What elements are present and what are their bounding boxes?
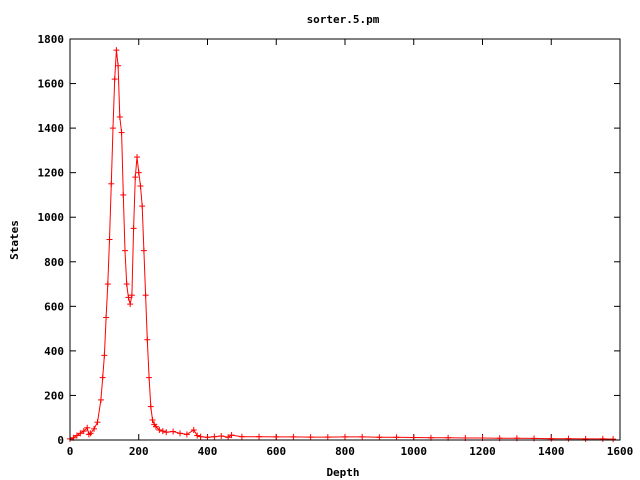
y-tick-label: 400 xyxy=(44,345,64,358)
plot-frame xyxy=(69,38,621,441)
data-point xyxy=(73,432,80,439)
data-point xyxy=(109,125,116,132)
data-point xyxy=(190,426,197,433)
data-point xyxy=(531,435,538,442)
x-tick-label: 1400 xyxy=(538,445,565,458)
data-point xyxy=(132,174,139,181)
data-point xyxy=(120,191,127,198)
data-point xyxy=(149,416,156,423)
data-point xyxy=(147,403,154,410)
data-point xyxy=(144,336,151,343)
data-point xyxy=(84,424,91,431)
data-point xyxy=(393,434,400,441)
data-point xyxy=(146,374,153,381)
data-point xyxy=(130,225,137,232)
y-tick-label: 0 xyxy=(57,434,64,447)
data-point xyxy=(548,435,555,442)
x-tick-label: 1000 xyxy=(401,445,428,458)
data-point xyxy=(101,352,108,359)
data-point xyxy=(91,425,98,432)
x-tick-label: 0 xyxy=(67,445,74,458)
x-tick-label: 200 xyxy=(129,445,149,458)
data-point xyxy=(156,426,163,433)
data-point xyxy=(228,432,235,439)
data-point xyxy=(159,428,166,435)
data-point xyxy=(342,433,348,440)
data-point xyxy=(97,396,104,403)
x-tick-label: 400 xyxy=(198,445,218,458)
data-point xyxy=(197,433,204,440)
x-axis-label: Depth xyxy=(326,466,359,479)
data-point xyxy=(123,281,130,288)
data-point xyxy=(290,433,297,440)
x-tick-label: 800 xyxy=(335,445,355,458)
x-tick-label: 1200 xyxy=(469,445,496,458)
data-point xyxy=(183,431,190,438)
data-point xyxy=(77,430,84,437)
chart-title: sorter.5.pm xyxy=(307,13,380,26)
data-point xyxy=(80,428,87,435)
data-point xyxy=(108,180,115,187)
data-point xyxy=(128,292,135,299)
data-point xyxy=(238,433,245,440)
data-point xyxy=(170,428,177,435)
data-point xyxy=(122,247,128,254)
y-axis-label: States xyxy=(8,220,21,260)
data-point xyxy=(104,281,111,288)
data-point xyxy=(376,434,383,441)
data-point xyxy=(139,203,146,210)
data-point xyxy=(194,432,201,439)
data-point xyxy=(177,430,183,437)
y-tick-label: 800 xyxy=(44,256,64,269)
data-point xyxy=(324,434,331,441)
data-point xyxy=(134,154,141,161)
data-point xyxy=(152,423,159,430)
y-tick-label: 200 xyxy=(44,389,64,402)
data-point xyxy=(113,47,120,54)
data-point xyxy=(111,76,118,83)
data-point xyxy=(135,169,142,176)
data-point xyxy=(118,129,125,136)
axis-ticks: 0 200 400 600 800 1000 1200 1400 1600 0 200 400 600 8… xyxy=(38,33,634,458)
data-point xyxy=(225,434,232,441)
data-point xyxy=(599,435,606,442)
data-point xyxy=(94,419,101,426)
data-point xyxy=(87,430,94,437)
x-tick-label: 600 xyxy=(266,445,286,458)
y-tick-label: 1200 xyxy=(38,167,65,180)
y-tick-label: 1400 xyxy=(38,122,65,135)
series-line xyxy=(69,50,614,440)
y-tick-label: 1000 xyxy=(38,211,65,224)
data-point xyxy=(103,314,110,321)
data-point xyxy=(115,62,122,69)
data-point xyxy=(106,236,113,243)
data-point xyxy=(211,433,218,440)
data-point xyxy=(99,374,106,381)
data-point xyxy=(163,429,170,436)
data-point xyxy=(256,433,263,440)
plot-area xyxy=(67,47,617,443)
y-tick-label: 1800 xyxy=(38,33,65,46)
data-point xyxy=(142,292,149,299)
data-point xyxy=(116,113,123,120)
data-point xyxy=(140,247,147,254)
data-point xyxy=(125,294,132,301)
data-point xyxy=(204,434,211,441)
x-tick-label: 1600 xyxy=(607,445,634,458)
data-point xyxy=(137,183,144,190)
data-point xyxy=(307,434,314,441)
data-point xyxy=(582,435,589,442)
data-point xyxy=(218,432,225,439)
y-tick-label: 600 xyxy=(44,300,64,313)
data-point xyxy=(359,433,366,440)
data-point xyxy=(127,301,134,308)
y-tick-label: 1600 xyxy=(38,78,65,91)
data-point xyxy=(610,436,617,443)
data-point xyxy=(565,435,572,442)
data-point xyxy=(273,433,280,440)
